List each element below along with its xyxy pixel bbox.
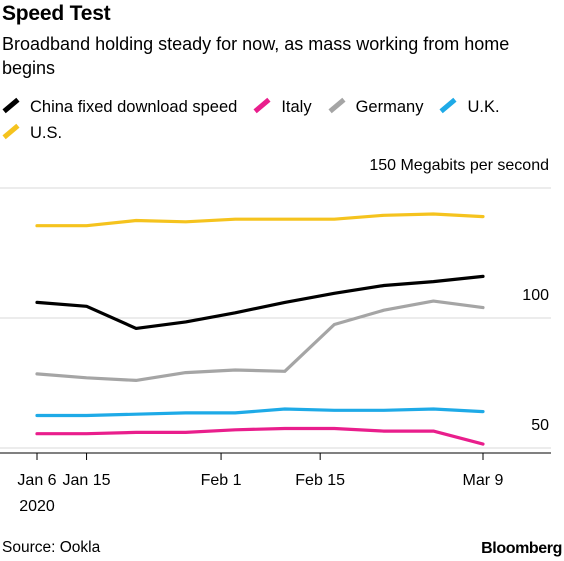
source-note: Source: Ookla (2, 539, 101, 556)
legend-label: Italy (281, 98, 312, 116)
legend-item: U.S. (2, 120, 62, 146)
legend-swatch (2, 123, 20, 140)
legend-item: Germany (328, 94, 424, 120)
legend-item: China fixed download speed (2, 94, 237, 120)
x-tick-label: Feb 15 (295, 472, 345, 489)
series-line (35, 426, 485, 446)
chart-title: Speed Test (2, 2, 111, 25)
x-tick-label: Jan 15 (63, 472, 111, 489)
series-line (35, 299, 485, 382)
brand-logo: Bloomberg (481, 540, 562, 557)
legend-swatch (439, 97, 457, 114)
legend-item: U.K. (439, 94, 500, 120)
legend-label: U.K. (467, 98, 500, 116)
x-tick-sublabel: 2020 (19, 498, 55, 515)
legend-swatch (253, 97, 271, 114)
legend-label: U.S. (30, 124, 63, 142)
line-chart: 150 Megabits per second 50 100 Jan 6 2020 Jan… (0, 157, 551, 515)
unit-label: 150 Megabits per second (369, 157, 549, 174)
series-line (35, 274, 485, 330)
chart-subtitle: Broadband holding steady for now, as mas… (2, 34, 510, 78)
legend-item: Italy (253, 94, 312, 120)
series-line (35, 407, 485, 418)
x-tick-label: Feb 1 (201, 472, 242, 489)
legend-label: Germany (355, 98, 424, 116)
legend-label: China fixed download speed (30, 98, 238, 116)
y-tick-label: 50 (531, 417, 549, 434)
legend: China fixed download speed Italy Germany U.… (2, 94, 562, 146)
legend-swatch (2, 97, 20, 114)
legend-swatch (328, 97, 346, 114)
x-tick-label: Jan 6 (17, 472, 56, 489)
series-line (35, 212, 485, 228)
y-tick-label: 100 (522, 287, 549, 304)
x-tick-label: Mar 9 (463, 472, 504, 489)
